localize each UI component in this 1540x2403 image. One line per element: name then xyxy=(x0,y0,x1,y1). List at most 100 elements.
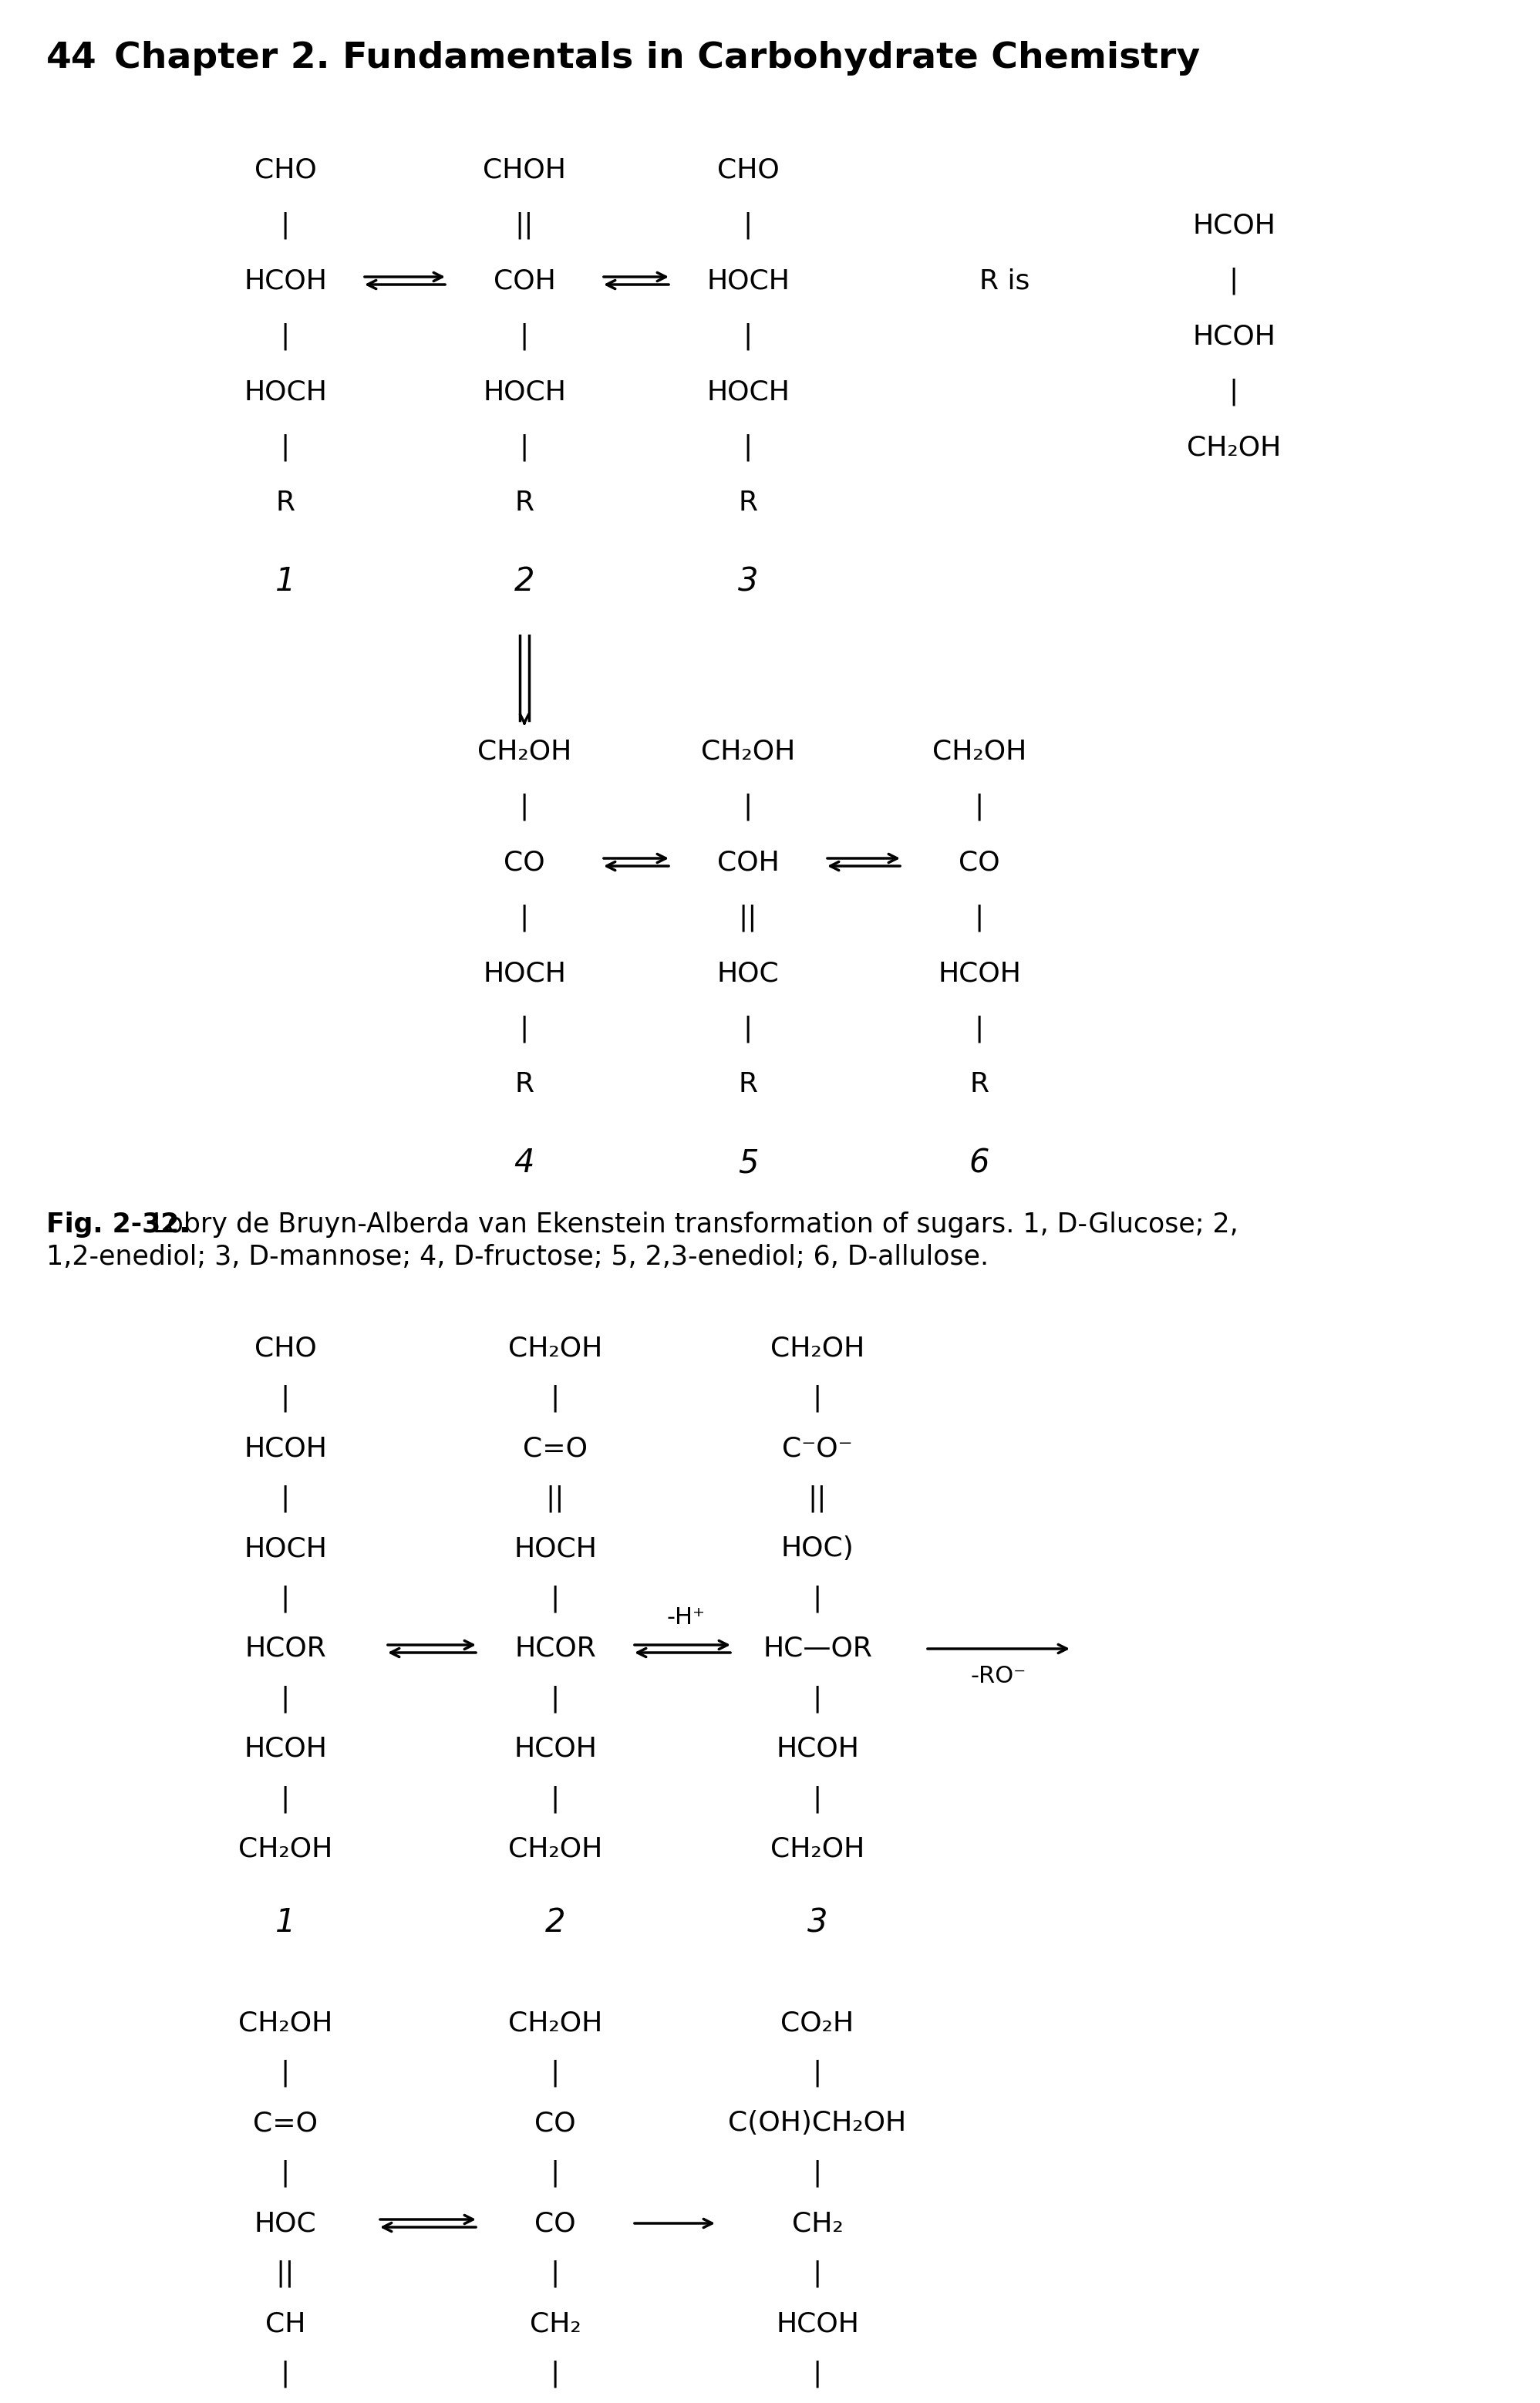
Text: |: | xyxy=(550,2259,561,2288)
Text: ||: || xyxy=(739,904,758,932)
Text: 1: 1 xyxy=(276,565,296,598)
Text: C=O: C=O xyxy=(524,1435,588,1461)
Text: ||: || xyxy=(514,211,534,238)
Text: |: | xyxy=(280,2160,290,2187)
Text: |: | xyxy=(1229,377,1238,406)
Text: |: | xyxy=(280,2360,290,2389)
Text: |: | xyxy=(550,2360,561,2389)
Text: |: | xyxy=(1229,267,1238,296)
Text: CH₂OH: CH₂OH xyxy=(932,738,1027,764)
Text: CH₂OH: CH₂OH xyxy=(770,1336,864,1360)
Text: HOC): HOC) xyxy=(781,1536,855,1562)
Text: |: | xyxy=(280,1586,290,1612)
Text: HCOH: HCOH xyxy=(1192,322,1275,348)
Text: HCOH: HCOH xyxy=(938,961,1021,985)
Text: ||: || xyxy=(276,2259,294,2288)
Text: CHO: CHO xyxy=(718,156,779,183)
Text: CO₂H: CO₂H xyxy=(781,2009,855,2035)
Text: CH₂OH: CH₂OH xyxy=(239,2009,333,2035)
Text: |: | xyxy=(519,322,530,351)
Text: 2: 2 xyxy=(545,1906,565,1939)
Text: HCOH: HCOH xyxy=(776,2309,859,2336)
Text: HOCH: HOCH xyxy=(243,1536,326,1562)
Text: HOC: HOC xyxy=(718,961,779,985)
Text: HCOH: HCOH xyxy=(514,1735,598,1761)
Text: CO: CO xyxy=(959,848,999,875)
Text: 1,2-enediol; 3, D-mannose; 4, D-fructose; 5, 2,3-enediol; 6, D-allulose.: 1,2-enediol; 3, D-mannose; 4, D-fructose… xyxy=(46,1245,989,1271)
Text: CH₂OH: CH₂OH xyxy=(508,2009,602,2035)
Text: R: R xyxy=(514,1072,534,1098)
Text: HCOH: HCOH xyxy=(776,1735,859,1761)
Text: COH: COH xyxy=(493,267,556,293)
Text: |: | xyxy=(813,2360,822,2389)
Text: 1: 1 xyxy=(276,1906,296,1939)
Text: |: | xyxy=(550,1586,561,1612)
Text: 5: 5 xyxy=(738,1146,758,1180)
Text: |: | xyxy=(280,2059,290,2086)
Text: CH: CH xyxy=(265,2309,305,2336)
Text: |: | xyxy=(280,211,290,238)
Text: |: | xyxy=(813,2160,822,2187)
Text: CH₂OH: CH₂OH xyxy=(701,738,795,764)
Text: |: | xyxy=(744,433,753,461)
Text: |: | xyxy=(550,2160,561,2187)
Text: |: | xyxy=(813,2059,822,2086)
Text: |: | xyxy=(744,1014,753,1043)
Text: |: | xyxy=(813,2259,822,2288)
Text: -H⁺: -H⁺ xyxy=(667,1608,705,1629)
Text: |: | xyxy=(519,904,530,932)
Text: CH₂OH: CH₂OH xyxy=(477,738,571,764)
Text: HCOH: HCOH xyxy=(243,1735,326,1761)
Text: HCOR: HCOR xyxy=(514,1636,596,1663)
Text: |: | xyxy=(280,322,290,351)
Text: |: | xyxy=(813,1785,822,1812)
Text: |: | xyxy=(280,1785,290,1812)
Text: CH₂: CH₂ xyxy=(792,2211,844,2237)
Text: |: | xyxy=(550,1785,561,1812)
Text: HOCH: HOCH xyxy=(243,380,326,404)
Text: CO: CO xyxy=(534,2211,576,2237)
Text: CH₂OH: CH₂OH xyxy=(1187,435,1281,461)
Text: R: R xyxy=(276,490,296,517)
Text: R is: R is xyxy=(979,267,1030,293)
Text: |: | xyxy=(975,793,984,819)
Text: |: | xyxy=(813,1384,822,1413)
Text: 2: 2 xyxy=(514,565,534,598)
Text: HCOH: HCOH xyxy=(1192,211,1275,238)
Text: |: | xyxy=(975,904,984,932)
Text: |: | xyxy=(550,1685,561,1713)
Text: HCOH: HCOH xyxy=(243,1435,326,1461)
Text: |: | xyxy=(280,1685,290,1713)
Text: HCOR: HCOR xyxy=(245,1636,326,1663)
Text: R: R xyxy=(738,1072,758,1098)
Text: R: R xyxy=(514,490,534,517)
Text: HOCH: HOCH xyxy=(484,961,567,985)
Text: CHO: CHO xyxy=(254,1336,316,1360)
Text: |: | xyxy=(744,211,753,238)
Text: C=O: C=O xyxy=(253,2110,317,2136)
Text: CH₂OH: CH₂OH xyxy=(508,1836,602,1862)
Text: C⁻O⁻: C⁻O⁻ xyxy=(782,1435,853,1461)
Text: COH: COH xyxy=(718,848,779,875)
Text: |: | xyxy=(550,1384,561,1413)
Text: CH₂OH: CH₂OH xyxy=(239,1836,333,1862)
Text: HOCH: HOCH xyxy=(484,380,567,404)
Text: CH₂OH: CH₂OH xyxy=(770,1836,864,1862)
Text: HC—OR: HC—OR xyxy=(762,1636,872,1663)
Text: HOCH: HOCH xyxy=(707,380,790,404)
Text: HOC: HOC xyxy=(254,2211,316,2237)
Text: HCOH: HCOH xyxy=(243,267,326,293)
Text: Lobry de Bruyn-Alberda van Ekenstein transformation of sugars. 1, D-Glucose; 2,: Lobry de Bruyn-Alberda van Ekenstein tra… xyxy=(128,1211,1238,1238)
Text: 6: 6 xyxy=(969,1146,990,1180)
Text: 3: 3 xyxy=(807,1906,827,1939)
Text: |: | xyxy=(280,1384,290,1413)
Text: R: R xyxy=(970,1072,989,1098)
Text: ||: || xyxy=(808,1485,827,1511)
Text: Fig. 2-32.: Fig. 2-32. xyxy=(46,1211,189,1238)
Text: 3: 3 xyxy=(738,565,758,598)
Text: |: | xyxy=(519,433,530,461)
Text: |: | xyxy=(975,1014,984,1043)
Text: HOCH: HOCH xyxy=(707,267,790,293)
Text: CH₂: CH₂ xyxy=(530,2309,581,2336)
Text: Chapter 2. Fundamentals in Carbohydrate Chemistry: Chapter 2. Fundamentals in Carbohydrate … xyxy=(89,41,1200,74)
